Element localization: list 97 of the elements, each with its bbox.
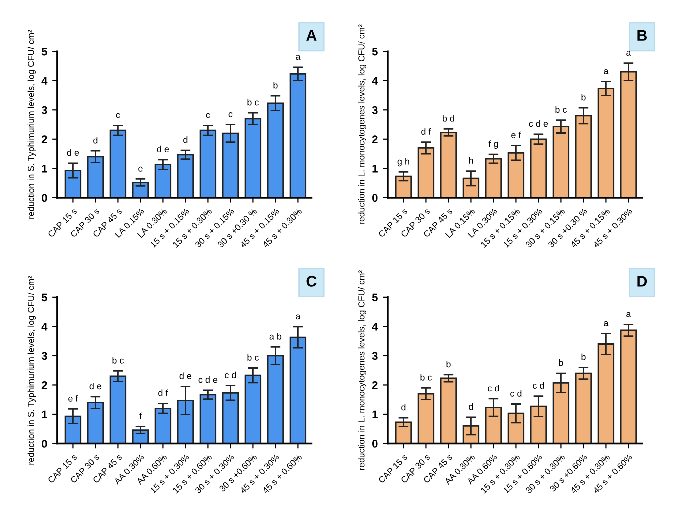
annotation: d bbox=[184, 136, 188, 144]
annotation: b bbox=[446, 361, 451, 368]
text: A bbox=[306, 30, 317, 41]
y-tick-label: 1 bbox=[372, 165, 378, 173]
y-tick-label: 0 bbox=[42, 194, 48, 202]
text: B bbox=[638, 30, 648, 41]
annotation: b c bbox=[112, 357, 124, 364]
y-tick-label: 4 bbox=[372, 77, 378, 85]
annotation: c d bbox=[533, 382, 544, 390]
bar bbox=[154, 408, 172, 444]
y-tick-label: 4 bbox=[42, 323, 48, 331]
annotation: b d bbox=[443, 115, 454, 122]
text: C bbox=[306, 276, 317, 287]
y-tick-label: 5 bbox=[42, 294, 48, 302]
y-tick-label: 0 bbox=[372, 440, 378, 448]
bar bbox=[418, 393, 435, 444]
bar bbox=[200, 130, 217, 198]
y-tick-label: 3 bbox=[42, 106, 48, 114]
annotation: g h bbox=[398, 158, 410, 167]
annotation: c bbox=[228, 112, 233, 118]
y-tick-label: 2 bbox=[42, 381, 48, 390]
bar bbox=[244, 118, 262, 198]
y-tick-label: 1 bbox=[372, 410, 378, 419]
bar bbox=[200, 394, 217, 444]
y-tick-label: 1 bbox=[42, 410, 48, 419]
bar bbox=[132, 430, 150, 444]
bar bbox=[485, 158, 502, 198]
annotation: c bbox=[116, 113, 120, 118]
y-axis-title: reduction in L. monocytogenes levels, log CFU/ cm² bbox=[358, 24, 367, 224]
annotation: b bbox=[274, 82, 278, 89]
annotation: d f bbox=[158, 390, 168, 396]
annotation: c bbox=[206, 113, 210, 118]
annotation: b bbox=[582, 354, 586, 360]
text: D bbox=[638, 276, 648, 287]
y-tick-label: 3 bbox=[372, 106, 378, 114]
annotation: e bbox=[138, 166, 143, 172]
annotation: b bbox=[582, 94, 586, 101]
annotation: b bbox=[559, 360, 564, 366]
annotation: a bbox=[626, 312, 632, 318]
annotation: a bbox=[626, 51, 632, 56]
y-axis-title: reduction in L. monocytogenes levels, log CFU/ cm² bbox=[358, 270, 367, 470]
annotation: a bbox=[296, 314, 301, 320]
bar bbox=[110, 376, 127, 444]
bar bbox=[418, 147, 435, 198]
annotation: b c bbox=[556, 106, 567, 114]
annotation: h bbox=[469, 157, 474, 164]
annotation: f g bbox=[488, 140, 498, 150]
annotation: e f bbox=[512, 132, 522, 138]
bar bbox=[575, 372, 592, 444]
y-tick-label: 0 bbox=[42, 440, 48, 448]
annotation: d e bbox=[90, 382, 102, 390]
annotation: a bbox=[604, 69, 609, 74]
y-tick-label: 5 bbox=[372, 48, 378, 56]
y-axis-title: reduction in S. Typhimurium levels, log CFU/ cm² bbox=[28, 30, 36, 219]
annotation: b c bbox=[420, 374, 432, 381]
bar bbox=[132, 182, 150, 198]
y-tick-label: 5 bbox=[42, 48, 48, 56]
annotation: d e bbox=[157, 146, 170, 153]
annotation: d f bbox=[422, 128, 432, 135]
bar bbox=[530, 138, 548, 198]
annotation: d e bbox=[67, 149, 80, 156]
annotation: c d bbox=[225, 372, 236, 378]
y-tick-label: 2 bbox=[372, 136, 378, 144]
annotation: c d e bbox=[529, 120, 548, 128]
annotation: d bbox=[94, 137, 98, 144]
annotation: e f bbox=[68, 395, 78, 402]
annotation: f bbox=[140, 412, 142, 420]
y-tick-label: 5 bbox=[372, 294, 378, 302]
bar bbox=[154, 164, 172, 198]
y-tick-label: 1 bbox=[42, 165, 48, 173]
y-tick-label: 2 bbox=[42, 136, 48, 144]
y-tick-label: 4 bbox=[42, 77, 48, 85]
annotation: c d e bbox=[198, 376, 218, 384]
bar bbox=[620, 330, 638, 444]
bar bbox=[440, 378, 458, 444]
annotation: c d bbox=[510, 390, 522, 397]
annotation: a bbox=[296, 55, 301, 60]
annotation: a b bbox=[270, 333, 282, 340]
annotation: b c bbox=[248, 99, 259, 106]
y-tick-label: 2 bbox=[372, 381, 378, 390]
bar bbox=[87, 156, 104, 198]
bar bbox=[395, 422, 412, 444]
y-tick-label: 0 bbox=[372, 194, 378, 202]
bar bbox=[110, 130, 127, 198]
annotation: d bbox=[469, 403, 474, 410]
annotation: d bbox=[402, 404, 406, 411]
annotation: c d bbox=[488, 385, 500, 392]
y-tick-label: 3 bbox=[372, 352, 378, 360]
bar bbox=[440, 132, 458, 198]
y-tick-label: 4 bbox=[372, 323, 378, 331]
bar bbox=[177, 154, 194, 198]
annotation: b c bbox=[248, 354, 259, 361]
annotation: d e bbox=[180, 372, 192, 380]
y-axis-title: reduction in S. Typhimurium levels, log CFU/ cm² bbox=[28, 276, 36, 465]
annotation: a bbox=[604, 321, 609, 326]
bar bbox=[395, 176, 412, 198]
y-tick-label: 3 bbox=[42, 352, 48, 360]
